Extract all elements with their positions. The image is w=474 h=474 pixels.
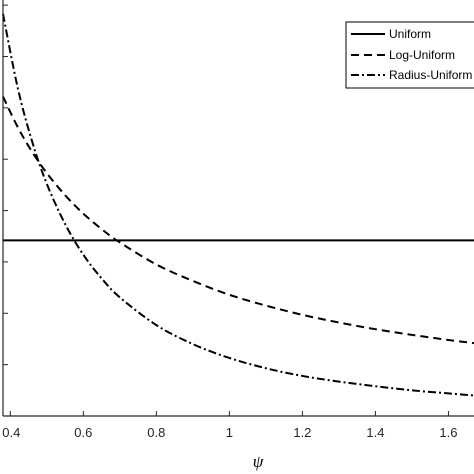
tick-label-layer: 0.4 0.6 0.8 1 1.2 1.4 1.6 xyxy=(2,425,457,440)
series-layer xyxy=(2,13,474,397)
legend-label-radius-uniform: Radius-Uniform xyxy=(389,68,472,82)
legend: Uniform Log-Uniform Radius-Uniform xyxy=(345,21,474,89)
legend-label-log-uniform: Log-Uniform xyxy=(389,48,455,62)
legend-label-uniform: Uniform xyxy=(389,27,431,41)
x-tick-label: 1 xyxy=(226,425,233,440)
x-tick-label: 0.8 xyxy=(147,425,165,440)
axes-layer xyxy=(2,0,474,417)
x-axis-label: ψ xyxy=(253,452,264,471)
x-tick-label: 1.6 xyxy=(439,425,457,440)
x-tick-label: 0.4 xyxy=(2,425,20,440)
series-line-radius-uniform xyxy=(2,13,474,397)
x-tick-label: 0.6 xyxy=(74,425,92,440)
x-tick-label: 1.2 xyxy=(293,425,311,440)
series-line-log-uniform xyxy=(2,96,474,345)
x-tick-label: 1.4 xyxy=(366,425,384,440)
